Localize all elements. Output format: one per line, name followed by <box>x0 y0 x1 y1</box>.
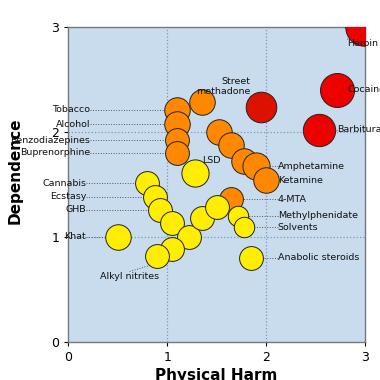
X-axis label: Physical Harm: Physical Harm <box>155 368 278 380</box>
Point <box>169 247 175 253</box>
Point <box>192 170 198 176</box>
Text: Cannabis: Cannabis <box>42 179 86 188</box>
Point <box>228 142 234 149</box>
Text: Anabolic steroids: Anabolic steroids <box>278 253 359 263</box>
Point <box>235 213 241 219</box>
Point <box>174 150 180 156</box>
Point <box>186 234 192 240</box>
Text: Heroin: Heroin <box>347 39 378 48</box>
Text: Khat: Khat <box>65 232 86 241</box>
Text: Ketamine: Ketamine <box>278 176 323 185</box>
Text: LSD: LSD <box>202 157 220 165</box>
Point <box>215 129 222 135</box>
Point <box>169 220 175 226</box>
Point <box>263 177 269 183</box>
Point <box>157 206 163 212</box>
Text: Solvents: Solvents <box>278 223 318 232</box>
Point <box>199 99 205 105</box>
Point <box>258 103 264 109</box>
Text: Cocaine: Cocaine <box>347 85 380 94</box>
Point <box>199 215 205 221</box>
Text: Barbiturates: Barbiturates <box>337 125 380 134</box>
Text: Alkyl nitrites: Alkyl nitrites <box>100 272 159 280</box>
Point <box>174 107 180 113</box>
Point <box>241 158 247 164</box>
Point <box>214 204 220 211</box>
Text: Alcohol: Alcohol <box>55 120 90 129</box>
Text: Tobacco: Tobacco <box>52 105 90 114</box>
Text: Street
methadone: Street methadone <box>196 77 250 96</box>
Point <box>361 24 367 30</box>
Point <box>241 224 247 230</box>
Point <box>152 194 158 200</box>
Point <box>154 253 160 259</box>
Point <box>174 121 180 127</box>
Point <box>316 127 322 133</box>
Text: Dependence: Dependence <box>8 118 23 224</box>
Point <box>174 137 180 143</box>
Text: Amphetamine: Amphetamine <box>278 162 345 171</box>
Point <box>248 255 254 261</box>
Text: GHB: GHB <box>66 205 86 214</box>
Text: Ecstasy: Ecstasy <box>50 192 86 201</box>
Point <box>334 87 340 93</box>
Point <box>115 234 121 240</box>
Point <box>144 180 150 186</box>
Text: Methylphenidate: Methylphenidate <box>278 211 358 220</box>
Text: 4-MTA: 4-MTA <box>278 195 307 204</box>
Text: Buprenorphine: Buprenorphine <box>20 148 90 157</box>
Point <box>228 196 234 202</box>
Text: Benzodiazepines: Benzodiazepines <box>10 136 90 145</box>
Point <box>253 163 259 169</box>
